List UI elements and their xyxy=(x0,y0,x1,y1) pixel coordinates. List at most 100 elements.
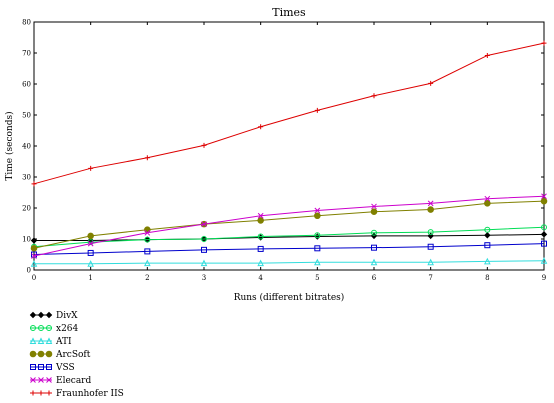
legend-swatch-marker xyxy=(46,390,52,396)
data-point-x264 xyxy=(427,229,434,236)
series-x264 xyxy=(31,224,547,250)
legend-item-arcsoft: ArcSoft xyxy=(29,350,91,360)
data-point-arcsoft xyxy=(30,245,38,252)
legend-label-vss: VSS xyxy=(55,363,75,373)
data-point-fraunhofer-iis xyxy=(201,142,207,148)
data-point-vss xyxy=(314,245,321,252)
data-point-x264 xyxy=(144,236,151,243)
x-tick-label: 4 xyxy=(258,274,263,282)
y-tick-label: 70 xyxy=(22,50,31,58)
data-point-ati xyxy=(484,257,491,265)
data-point-vss xyxy=(201,246,207,253)
data-point-ati xyxy=(314,258,321,266)
data-point-x264 xyxy=(371,229,377,236)
y-tick-label: 10 xyxy=(22,236,31,244)
data-point-ati xyxy=(87,260,94,267)
legend-swatch-marker xyxy=(45,311,53,319)
data-point-vss xyxy=(371,244,377,251)
data-point-arcsoft xyxy=(370,208,378,216)
legend-swatch-marker xyxy=(30,377,36,383)
x-tick-label: 3 xyxy=(202,274,206,282)
series-vss xyxy=(31,240,547,258)
series-ati xyxy=(30,257,548,267)
legend-label-ati: ATI xyxy=(55,337,72,347)
data-point-ati xyxy=(200,259,208,267)
series-line-fraunhofer-iis xyxy=(33,42,545,185)
legend-item-ati: ATI xyxy=(29,337,72,347)
x-tick-label: 9 xyxy=(542,274,546,282)
data-point-arcsoft xyxy=(87,232,94,240)
legend-swatch-marker xyxy=(38,325,44,331)
series-arcsoft xyxy=(30,197,548,252)
y-tick-label: 60 xyxy=(22,81,31,89)
data-point-vss xyxy=(144,248,151,255)
data-point-divx xyxy=(540,231,548,238)
legend-swatch-marker xyxy=(38,377,44,383)
data-point-x264 xyxy=(87,239,94,246)
y-tick-label: 40 xyxy=(22,143,31,151)
legend-swatch-marker xyxy=(46,364,52,370)
legend-item-elecard: Elecard xyxy=(30,376,91,386)
y-tick-label: 30 xyxy=(22,174,31,182)
legend-swatch-marker xyxy=(30,390,36,396)
legend-label-x264: x264 xyxy=(56,324,79,334)
x-tick-label: 7 xyxy=(428,274,432,282)
legend-swatch-marker xyxy=(37,311,45,319)
data-point-vss xyxy=(87,249,94,256)
data-point-arcsoft xyxy=(540,197,548,205)
data-point-ati xyxy=(540,257,548,264)
legend: DivX x264 ATI ArcSoft VSS Elecard Fraunhofer I… xyxy=(29,311,124,399)
series-elecard xyxy=(31,193,547,259)
data-point-x264 xyxy=(484,226,491,233)
data-point-ati xyxy=(144,259,151,267)
legend-item-vss: VSS xyxy=(30,363,75,373)
data-point-elecard xyxy=(87,240,94,247)
x-tick-label: 1 xyxy=(88,274,92,282)
data-point-arcsoft xyxy=(144,226,151,233)
plot-area-frame xyxy=(33,21,545,271)
data-point-elecard xyxy=(257,212,264,219)
data-point-fraunhofer-iis xyxy=(371,93,377,99)
legend-label-fraunhofer-iis: Fraunhofer IIS xyxy=(56,389,124,399)
data-point-ati xyxy=(370,258,378,266)
y-tick-label: 0 xyxy=(27,267,31,275)
series-line-arcsoft xyxy=(33,200,545,249)
data-point-x264 xyxy=(201,236,207,242)
legend-item-fraunhofer-iis: Fraunhofer IIS xyxy=(30,389,124,399)
data-point-elecard xyxy=(427,200,434,207)
data-point-arcsoft xyxy=(314,212,321,220)
legend-label-elecard: Elecard xyxy=(56,376,91,386)
data-point-vss xyxy=(427,243,434,250)
y-tick-label: 50 xyxy=(22,112,31,120)
x-tick-label: 0 xyxy=(32,274,36,282)
legend-label-divx: DivX xyxy=(56,311,78,321)
legend-swatch-marker xyxy=(45,350,53,358)
series-line-vss xyxy=(33,243,545,255)
y-tick-label: 20 xyxy=(22,205,31,213)
data-point-ati xyxy=(257,259,264,267)
data-point-ati xyxy=(30,260,38,267)
data-point-fraunhofer-iis xyxy=(428,80,434,86)
data-point-vss xyxy=(31,251,37,258)
data-point-divx xyxy=(484,232,491,239)
series-layer xyxy=(30,40,548,267)
x-axis-title: Runs (different bitrates) xyxy=(234,292,345,303)
legend-swatch-marker xyxy=(37,337,45,344)
legend-item-x264: x264 xyxy=(30,324,79,334)
data-point-elecard xyxy=(371,203,377,210)
axis-ticks: 0 1 2 3 4 5 6 7 8 9 0 10 20 30 40 50 60 70 80 xyxy=(22,19,546,283)
x-tick-label: 5 xyxy=(315,274,319,282)
data-point-elecard xyxy=(541,193,547,200)
y-axis-title: Time (seconds) xyxy=(4,111,15,180)
legend-swatch-marker xyxy=(46,377,52,383)
chart-title: Times xyxy=(272,6,306,19)
data-point-fraunhofer-iis xyxy=(541,40,547,46)
legend-swatch-marker xyxy=(30,364,36,370)
data-point-fraunhofer-iis xyxy=(484,52,490,58)
data-point-arcsoft xyxy=(257,217,264,224)
data-point-elecard xyxy=(31,253,37,259)
data-point-arcsoft xyxy=(484,200,491,207)
legend-item-divx: DivX xyxy=(29,311,78,321)
data-point-fraunhofer-iis xyxy=(31,181,37,187)
